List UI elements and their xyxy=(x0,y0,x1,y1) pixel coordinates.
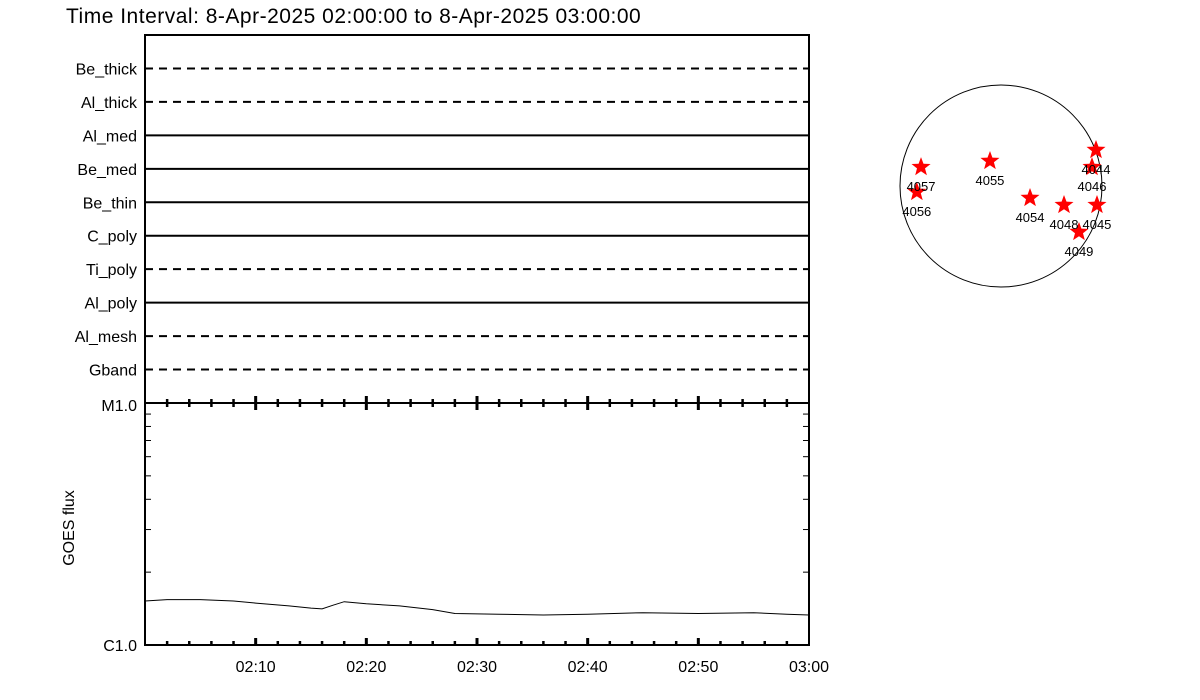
filter-label: Al_med xyxy=(83,128,137,145)
filter-label: Be_thin xyxy=(83,195,137,212)
active-region-star xyxy=(911,157,931,176)
active-region-label: 4049 xyxy=(1064,244,1093,259)
active-region-star xyxy=(1082,157,1102,176)
filter-label: Be_thick xyxy=(76,61,138,78)
x-tick-label: 02:30 xyxy=(457,659,497,676)
y-axis-label: GOES flux xyxy=(61,490,78,566)
filter-label: Al_thick xyxy=(81,95,138,112)
active-region-star xyxy=(1086,140,1106,159)
active-region-label: 4057 xyxy=(907,179,936,194)
goes-panel-frame xyxy=(144,402,810,646)
x-tick-label: 02:40 xyxy=(568,659,608,676)
goes-panel: GOES flux C1.0 M1.0 02:10 02:20 02:30 02:40 02… xyxy=(61,396,829,676)
active-region-star xyxy=(1054,195,1074,214)
active-region-star xyxy=(1069,222,1089,241)
solar-limb xyxy=(899,84,1103,288)
x-tick-label: 02:10 xyxy=(236,659,276,676)
active-region-star xyxy=(907,182,927,201)
active-region-star xyxy=(980,151,1000,170)
y-tick-label: C1.0 xyxy=(103,638,137,655)
active-region-label: 4056 xyxy=(902,204,931,219)
filter-panel-frame xyxy=(144,34,810,404)
active-region-label: 4055 xyxy=(975,173,1004,188)
y-tick-label: M1.0 xyxy=(101,398,137,415)
x-tick-label: 02:20 xyxy=(346,659,386,676)
active-region-label: 4048 xyxy=(1050,217,1079,232)
active-region-star xyxy=(1087,195,1107,214)
filter-label: Be_med xyxy=(77,162,137,179)
filter-label: Al_mesh xyxy=(75,329,137,346)
filter-label: Gband xyxy=(89,363,137,380)
filter-label: C_poly xyxy=(87,229,137,246)
filter-label: Al_poly xyxy=(85,296,137,313)
active-region-label: 4045 xyxy=(1082,217,1111,232)
filter-panel: Be_thick Al_thick Al_med Be_med Be_thin C_pol… xyxy=(75,34,810,404)
chart-title: Time Interval: 8-Apr-2025 02:00:00 to 8-… xyxy=(66,5,641,28)
x-tick-label: 03:00 xyxy=(789,659,829,676)
active-region-label: 4054 xyxy=(1016,210,1045,225)
goes-flux-line xyxy=(144,599,810,616)
x-tick-label: 02:50 xyxy=(678,659,718,676)
active-region-star xyxy=(1020,188,1040,207)
filter-label: Ti_poly xyxy=(86,262,137,279)
solar-disk-map: 4057 4056 4055 4054 4048 4045 4049 4044 4046 xyxy=(899,84,1111,288)
active-region-label: 4046 xyxy=(1078,179,1107,194)
active-region-label: 4044 xyxy=(1082,162,1111,177)
